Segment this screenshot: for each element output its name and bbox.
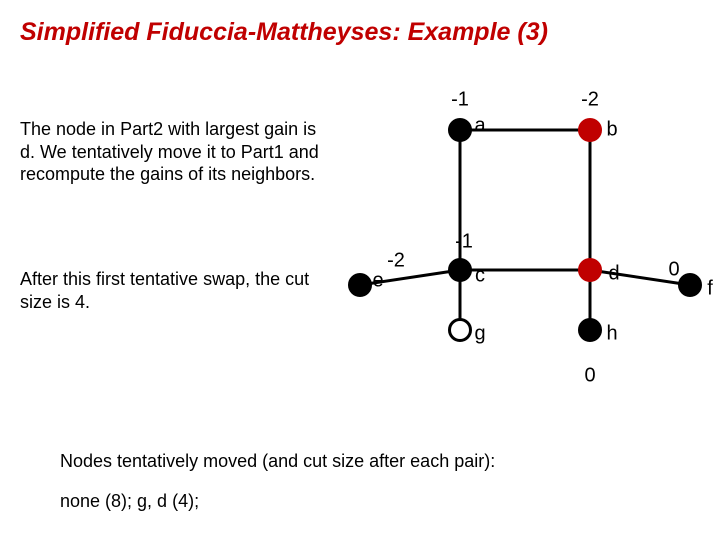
gain-label-a: -1	[451, 89, 469, 112]
gain-label-h: 0	[584, 365, 595, 388]
node-label-d: d	[608, 263, 619, 286]
gain-label-d: 0	[668, 259, 679, 282]
moved-heading: Nodes tentatively moved (and cut size af…	[60, 450, 660, 473]
paragraph-2: After this first tentative swap, the cut…	[20, 268, 320, 313]
node-label-e: e	[372, 270, 383, 293]
node-label-a: a	[474, 115, 485, 138]
paragraph-1: The node in Part2 with largest gain is d…	[20, 118, 320, 186]
node-label-c: c	[475, 265, 485, 288]
page-title: Simplified Fiduccia-Mattheyses: Example …	[20, 18, 548, 47]
node-h	[578, 318, 602, 342]
gain-label-b: -2	[581, 89, 599, 112]
node-d	[578, 258, 602, 282]
node-label-g: g	[474, 323, 485, 346]
graph-diagram: a-1b-2e-2c-1d0fgh0	[330, 70, 710, 400]
moved-list: none (8); g, d (4);	[60, 490, 660, 513]
node-c	[448, 258, 472, 282]
node-label-h: h	[606, 323, 617, 346]
node-e	[348, 273, 372, 297]
gain-label-c: -1	[455, 231, 473, 254]
node-b	[578, 118, 602, 142]
graph-edges	[330, 70, 710, 400]
gain-label-e: -2	[387, 250, 405, 273]
node-label-f: f	[707, 278, 713, 301]
node-f	[678, 273, 702, 297]
node-a	[448, 118, 472, 142]
node-g	[448, 318, 472, 342]
node-label-b: b	[606, 119, 617, 142]
